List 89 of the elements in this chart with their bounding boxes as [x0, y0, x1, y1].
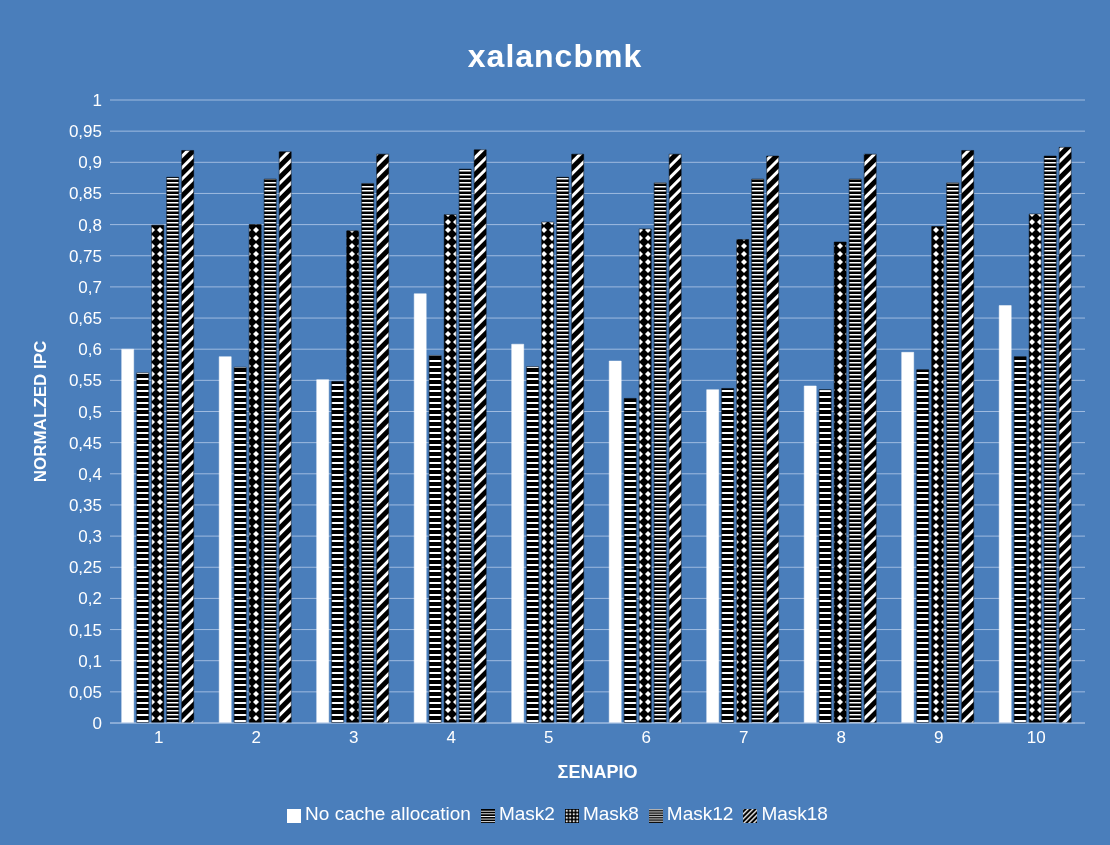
y-tick-label: 0	[92, 714, 102, 734]
bar	[181, 150, 194, 723]
bar	[331, 381, 344, 723]
bar	[1058, 147, 1072, 723]
x-tick-label: 7	[739, 728, 749, 748]
x-axis-title: ΣΕΝΑΡΙΟ	[557, 762, 638, 782]
y-tick-label: 0,25	[68, 558, 102, 578]
bar	[511, 343, 524, 723]
bar	[706, 389, 719, 723]
bar	[668, 153, 682, 723]
bar	[721, 388, 734, 723]
bar	[961, 150, 974, 723]
legend-label: No cache allocation	[305, 803, 471, 824]
legend-label: Mask18	[761, 803, 828, 824]
bar	[848, 178, 862, 723]
x-tick-label: 8	[836, 728, 846, 748]
bar	[751, 178, 764, 723]
y-tick-label: 0,75	[68, 246, 102, 266]
bar	[736, 239, 749, 723]
bar	[803, 385, 817, 723]
y-tick-label: 0,35	[68, 495, 102, 515]
x-tick-label: 4	[446, 728, 456, 748]
y-tick-label: 0,2	[78, 589, 102, 609]
bar	[458, 168, 472, 723]
bar	[151, 224, 164, 723]
y-tick-label: 0,1	[78, 651, 102, 671]
bar	[541, 221, 554, 723]
bar	[556, 177, 569, 723]
y-tick-label: 0,8	[78, 215, 102, 235]
bar	[818, 389, 832, 723]
x-tick-label: 1	[154, 728, 164, 748]
bar	[946, 182, 959, 723]
x-tick-label: 10	[1026, 728, 1046, 748]
x-tick-label: 6	[641, 728, 651, 748]
bar	[278, 151, 292, 723]
bar	[1013, 356, 1027, 723]
bar	[121, 348, 134, 723]
bar	[218, 356, 232, 723]
bar	[443, 214, 457, 723]
bar	[316, 379, 329, 723]
bar	[931, 226, 944, 723]
chart-title: xalancbmk	[466, 38, 644, 75]
bar	[428, 355, 442, 723]
bar	[766, 155, 779, 723]
bar	[526, 366, 539, 723]
y-tick-label: 0,4	[78, 464, 102, 484]
y-tick-label: 0,9	[78, 153, 102, 173]
y-tick-label: 1	[92, 91, 102, 111]
x-tick-label: 5	[544, 728, 554, 748]
x-tick-label: 9	[934, 728, 944, 748]
bar	[346, 230, 359, 723]
bar	[248, 224, 262, 723]
y-tick-label: 0,6	[78, 340, 102, 360]
x-tick-label: 3	[349, 728, 359, 748]
legend-label: Mask8	[582, 803, 639, 824]
y-tick-label: 0,3	[78, 527, 102, 547]
x-tick-label: 2	[251, 728, 261, 748]
bar	[998, 305, 1012, 723]
y-tick-label: 0,15	[68, 620, 102, 640]
y-tick-label: 0,55	[68, 371, 102, 391]
bar	[233, 367, 247, 723]
bar	[833, 241, 847, 723]
y-tick-label: 0,95	[68, 122, 102, 142]
bar	[263, 178, 277, 723]
y-tick-label: 0,7	[78, 277, 102, 297]
bar	[1043, 155, 1057, 723]
bar	[653, 182, 667, 723]
bar	[916, 369, 929, 723]
y-axis-title: NORMALZED IPC	[31, 340, 51, 483]
bar	[473, 149, 487, 723]
legend-label: Mask12	[666, 803, 734, 824]
y-tick-label: 0,85	[68, 184, 102, 204]
bar	[901, 352, 914, 723]
bar	[863, 153, 877, 723]
legend-label: Mask2	[498, 803, 555, 824]
bar	[413, 293, 427, 723]
y-tick-label: 0,05	[68, 682, 102, 702]
bar	[608, 360, 622, 723]
bar	[638, 228, 652, 723]
bar	[136, 372, 149, 723]
y-tick-label: 0,5	[78, 402, 102, 422]
bar	[623, 398, 637, 723]
bar	[571, 153, 584, 723]
y-tick-label: 0,45	[68, 433, 102, 453]
bar	[166, 177, 179, 723]
bar	[1028, 213, 1042, 723]
y-tick-label: 0,65	[68, 309, 102, 329]
bar	[376, 153, 389, 723]
bar	[361, 183, 374, 723]
